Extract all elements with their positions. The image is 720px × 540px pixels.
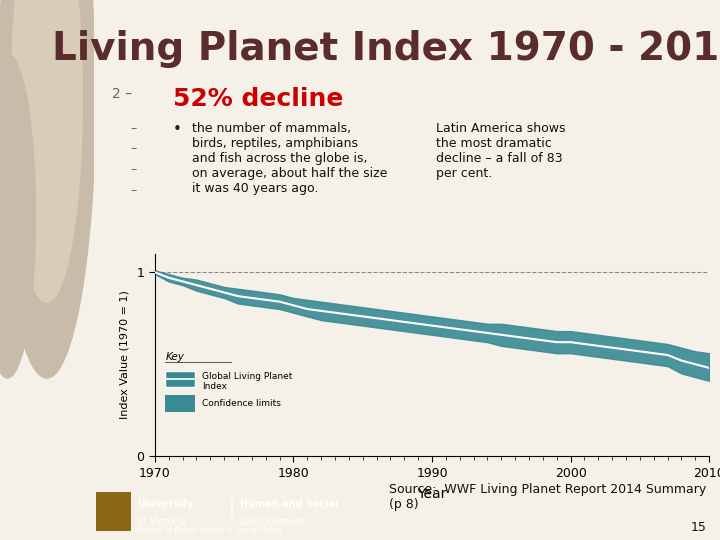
Bar	[96, 492, 131, 531]
Text: –: –	[130, 163, 137, 176]
Text: 52% decline: 52% decline	[174, 87, 343, 111]
Circle shape	[12, 0, 82, 302]
Text: –: –	[130, 143, 137, 156]
Text: Latin America shows
the most dramatic
decline – a fall of 83
per cent.: Latin America shows the most dramatic de…	[436, 122, 566, 180]
Text: Human and Social: Human and Social	[240, 499, 339, 509]
Text: Confidence limits: Confidence limits	[202, 399, 281, 408]
Text: –: –	[130, 184, 137, 197]
X-axis label: Year: Year	[418, 487, 446, 501]
Text: Development: Development	[240, 517, 306, 528]
Bar	[166, 395, 195, 412]
Text: Living Planet Index 1970 - 2010: Living Planet Index 1970 - 2010	[53, 30, 720, 68]
Circle shape	[0, 0, 96, 378]
Text: 15: 15	[690, 522, 706, 535]
Circle shape	[0, 54, 35, 378]
Text: Source:  WWF Living Planet Report 2014 Summary
(p 8): Source: WWF Living Planet Report 2014 Su…	[389, 483, 706, 511]
Text: University: University	[137, 499, 193, 509]
Text: School of Public Health & Social Policy: School of Public Health & Social Policy	[137, 526, 283, 535]
Text: 2 –: 2 –	[112, 87, 132, 102]
Bar	[166, 370, 195, 387]
Text: Global Living Planet: Global Living Planet	[202, 372, 292, 381]
Y-axis label: Index Value (1970 = 1): Index Value (1970 = 1)	[120, 291, 130, 420]
Text: |: |	[229, 500, 235, 518]
Text: •: •	[174, 122, 182, 137]
Text: of Victoria: of Victoria	[137, 517, 186, 528]
Text: Index: Index	[202, 382, 227, 391]
Text: the number of mammals,
birds, reptiles, amphibians
and fish across the globe is,: the number of mammals, birds, reptiles, …	[192, 122, 387, 195]
Text: Key: Key	[166, 352, 184, 362]
Text: –: –	[130, 122, 137, 135]
